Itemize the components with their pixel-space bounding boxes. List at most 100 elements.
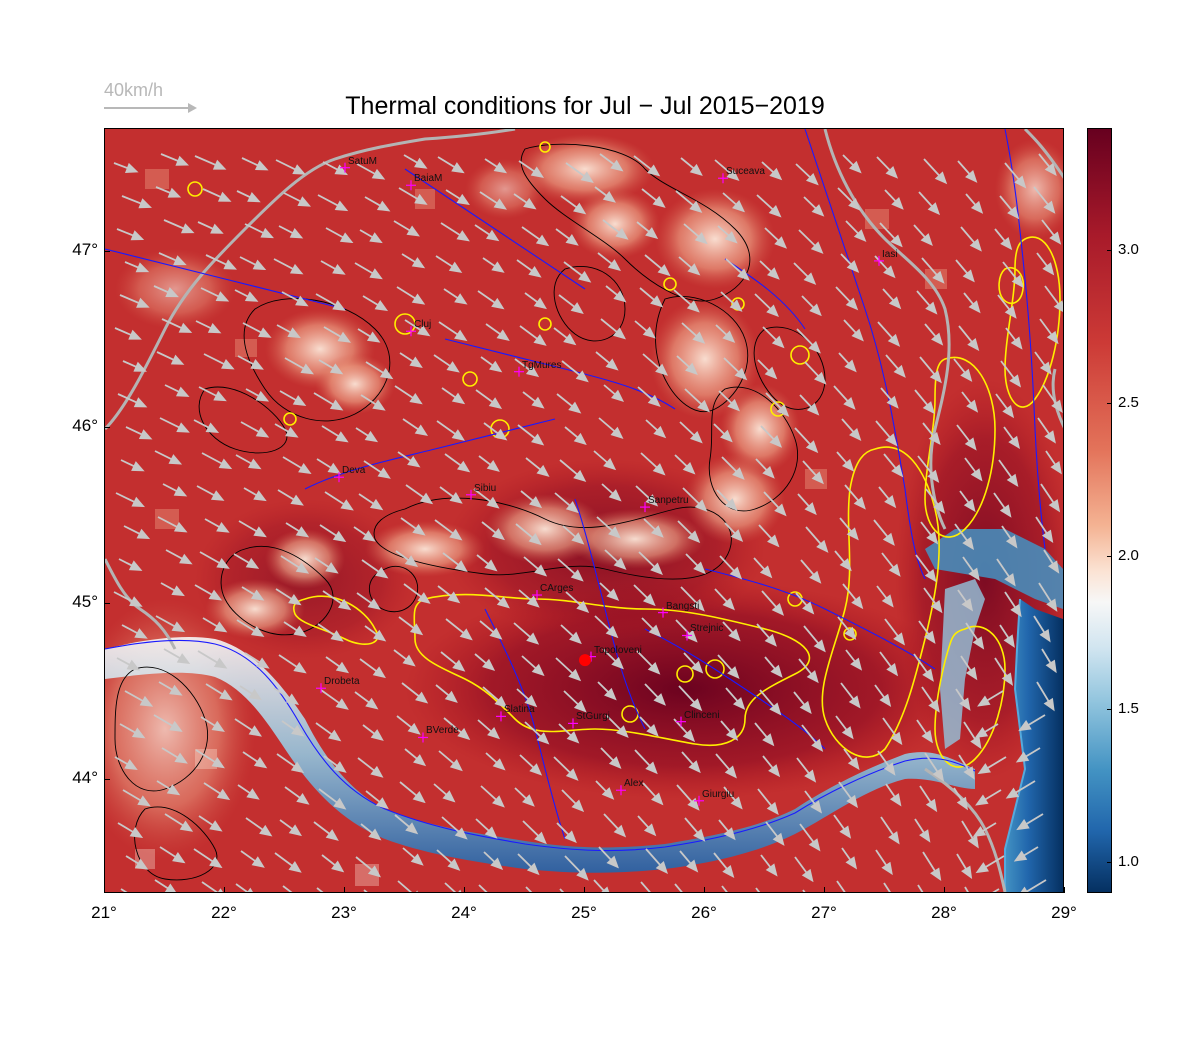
y-tick-label: 44° — [72, 767, 98, 787]
wind-arrow — [720, 291, 743, 312]
wind-arrow — [794, 427, 819, 454]
wind-arrow — [920, 521, 939, 545]
city-marker — [694, 795, 704, 806]
wind-arrow — [840, 253, 860, 273]
wind-arrow — [393, 649, 416, 667]
wind-arrow — [594, 615, 619, 639]
wind-arrow — [558, 294, 584, 315]
wind-arrow — [605, 714, 629, 738]
wind-arrow — [444, 882, 462, 892]
wind-arrow — [125, 855, 149, 870]
wind-arrow — [553, 327, 577, 346]
wind-arrow — [722, 621, 741, 642]
x-tick-label: 25° — [571, 903, 597, 922]
wind-arrow — [442, 552, 468, 573]
wind-arrow — [481, 521, 505, 541]
wind-arrow — [837, 616, 857, 640]
wind-arrow — [323, 755, 347, 773]
wind-arrow — [880, 387, 899, 409]
city-marker — [418, 732, 428, 743]
wind-arrow — [522, 391, 545, 409]
wind-arrow — [997, 294, 1017, 319]
wind-arrow — [435, 684, 458, 703]
wind-arrow — [1005, 780, 1036, 799]
wind-arrow — [513, 193, 537, 210]
wind-arrow — [196, 485, 225, 501]
wind-arrow — [280, 555, 310, 574]
danube-cold-band — [105, 637, 975, 873]
wind-arrow — [119, 723, 146, 739]
x-tick-label: 23° — [331, 903, 357, 922]
x-tick-mark — [224, 887, 225, 893]
wind-arrow — [759, 260, 780, 280]
wind-arrow — [882, 288, 902, 310]
wind-arrow — [404, 748, 427, 767]
wind-arrow — [160, 153, 190, 166]
wind-arrow — [364, 196, 391, 212]
wind-arrow — [517, 853, 540, 876]
wind-arrow — [317, 194, 349, 212]
wind-arrow — [972, 822, 997, 838]
wind-arrow — [801, 724, 824, 752]
wind-arrow — [238, 520, 267, 538]
wind-arrow — [318, 788, 347, 810]
wind-arrow — [719, 555, 743, 580]
wind-arrow — [836, 880, 846, 892]
wind-arrow — [683, 223, 708, 245]
wind-arrow — [644, 254, 671, 277]
wind-arrow — [316, 458, 341, 474]
wind-arrow — [593, 879, 610, 892]
wind-arrow — [564, 855, 589, 881]
wind-legend-label: 40km/h — [104, 80, 164, 100]
x-tick-label: 29° — [1051, 903, 1077, 922]
wind-arrow — [723, 786, 743, 810]
wind-arrow — [761, 161, 783, 181]
wind-arrow — [977, 756, 1007, 775]
wind-arrow — [684, 817, 706, 842]
wind-arrow — [122, 360, 147, 372]
wind-arrow — [833, 814, 852, 839]
wind-arrow — [365, 361, 394, 380]
x-tick-label: 26° — [691, 903, 717, 922]
wind-arrow — [1033, 186, 1056, 214]
wind-arrow — [158, 252, 187, 266]
wind-arrow — [480, 356, 503, 373]
wind-arrow — [602, 648, 624, 670]
wind-arrow — [996, 558, 1016, 587]
thermal-map[interactable] — [105, 129, 1063, 892]
wind-arrow — [117, 822, 144, 839]
wind-arrow — [477, 719, 501, 740]
map-panel[interactable]: SatuM BaiaM Suceava Iasi Cluj TgMures Deva Sibi… — [104, 128, 1064, 893]
wind-arrow — [241, 586, 265, 601]
wind-arrow — [438, 321, 468, 342]
wind-arrow — [1004, 591, 1022, 618]
wind-arrow — [725, 258, 750, 281]
wind-arrow — [359, 229, 383, 244]
wind-arrow — [680, 157, 703, 176]
wind-arrow — [640, 452, 666, 476]
wind-arrow — [963, 292, 981, 314]
wind-arrow — [284, 357, 314, 375]
wind-arrow — [762, 326, 785, 349]
location-marker[interactable] — [579, 654, 591, 667]
y-tick-label: 47° — [72, 240, 98, 260]
wind-arrow — [117, 393, 148, 408]
wind-arrow — [801, 295, 822, 317]
wind-arrow — [756, 194, 782, 218]
wind-arrow — [396, 286, 426, 305]
x-tick-mark — [1064, 887, 1065, 893]
wind-arrow — [555, 657, 582, 682]
wind-arrow — [362, 295, 389, 312]
wind-arrow — [245, 388, 270, 402]
city-label: CArges — [540, 583, 574, 595]
wind-arrow — [840, 682, 861, 709]
colorbar-tick-label: 3.0 — [1118, 241, 1139, 259]
wind-arrow — [194, 584, 223, 601]
wind-arrow — [953, 787, 968, 811]
wind-arrow — [833, 385, 856, 410]
wind-arrow — [193, 848, 223, 869]
wind-legend-arrow-icon — [104, 103, 197, 113]
wind-arrow — [474, 653, 496, 671]
x-tick-label: 27° — [811, 903, 837, 922]
wind-arrow — [321, 425, 349, 443]
